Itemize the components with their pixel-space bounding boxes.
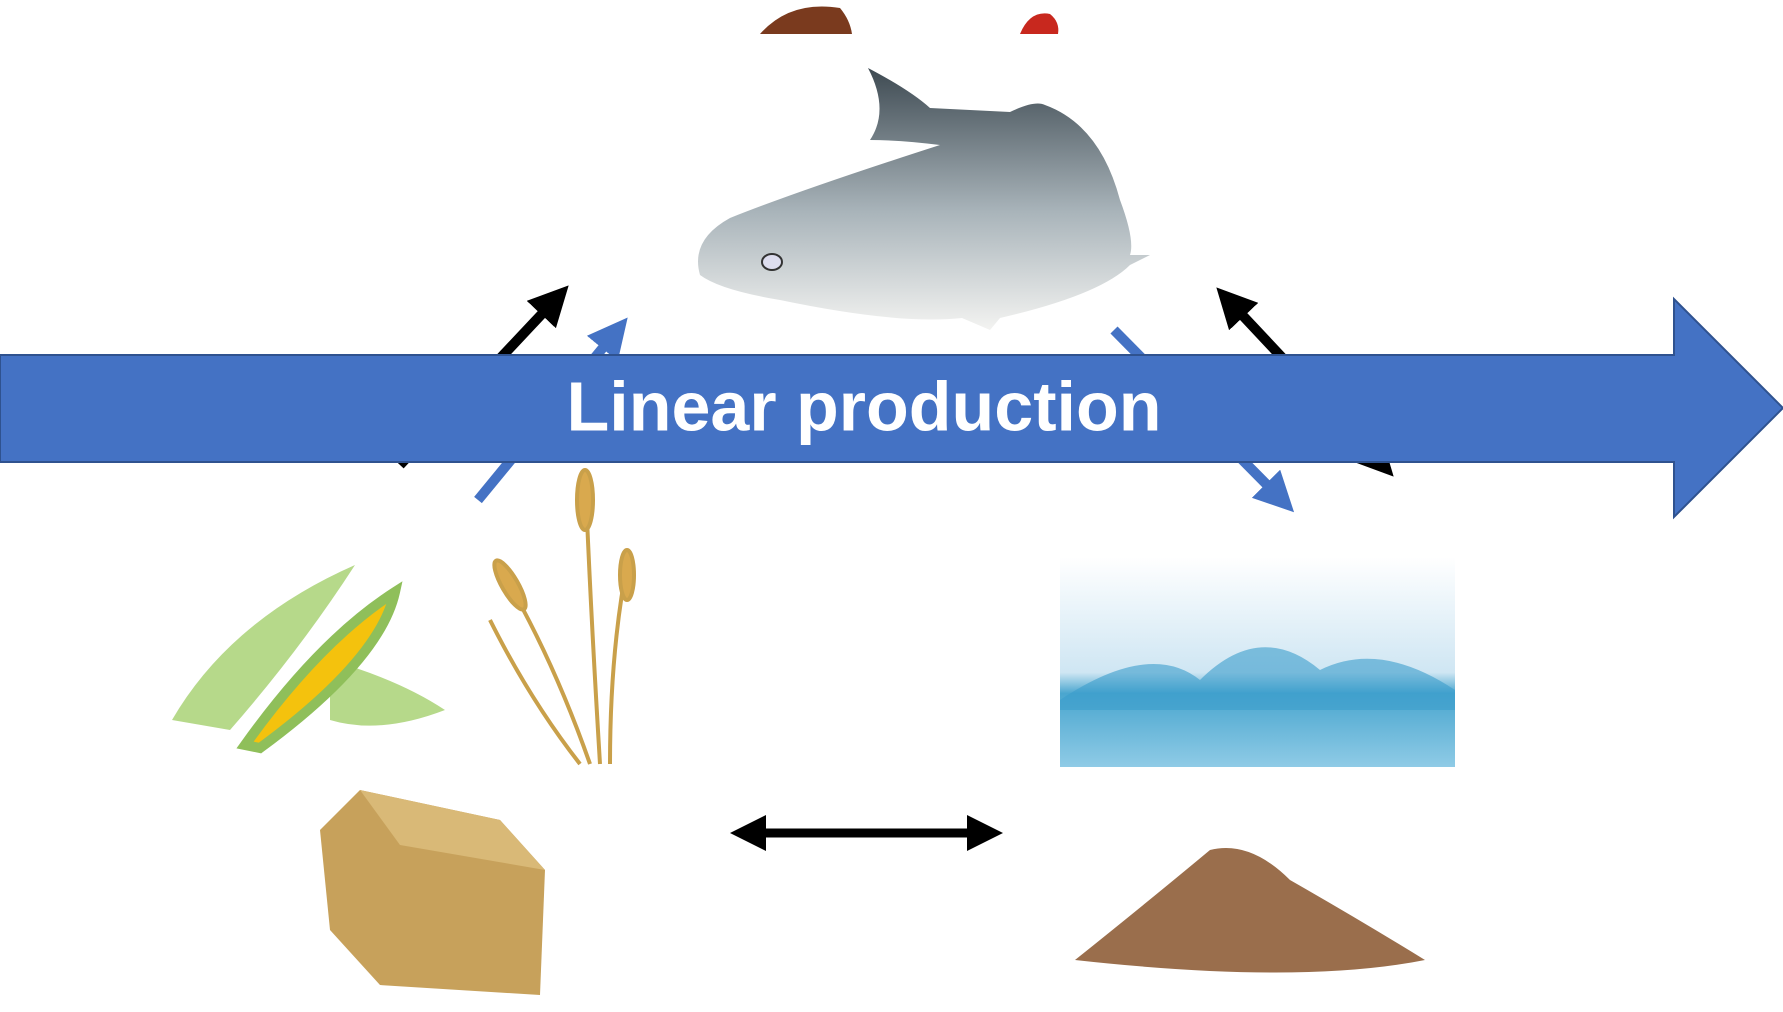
horse-image bbox=[760, 6, 852, 34]
page: Linear production (() => { const data = … bbox=[0, 0, 1783, 1012]
fish-image bbox=[698, 68, 1150, 330]
water-image bbox=[1060, 557, 1455, 767]
diagram: Linear production bbox=[0, 0, 1783, 1012]
hay-image bbox=[320, 790, 545, 995]
corn-image bbox=[172, 565, 445, 748]
arrow-label: Linear production bbox=[567, 367, 1162, 445]
rooster-image bbox=[1020, 13, 1058, 34]
soil-image bbox=[1075, 848, 1425, 973]
wheat-image bbox=[489, 470, 634, 764]
